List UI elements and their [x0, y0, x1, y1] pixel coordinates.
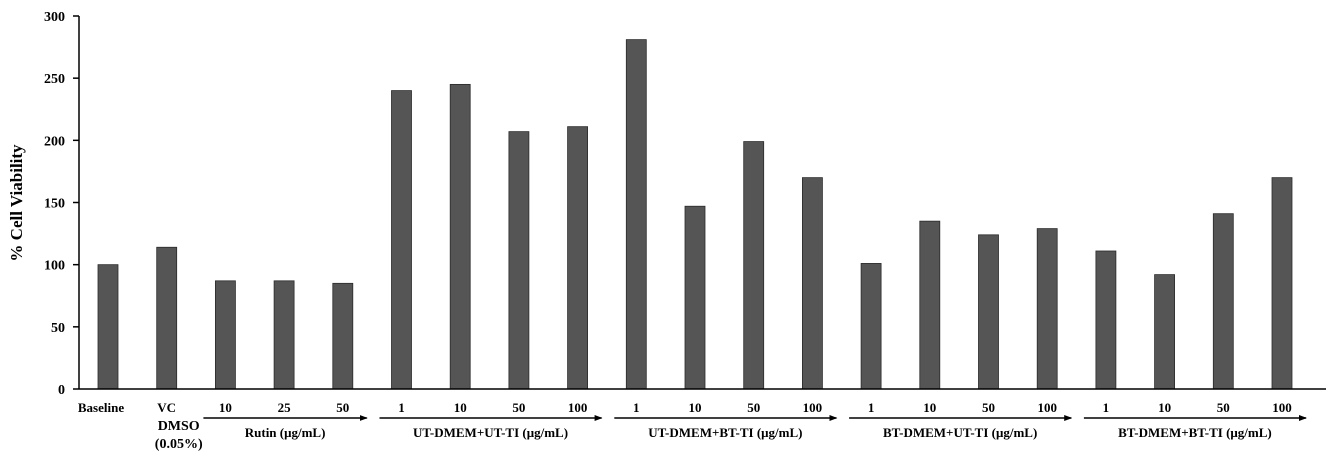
category-labels: Baseline VC 10 25 50 1 10 50 100 1 10 50 100 1 10 50 100… [78, 400, 1292, 452]
y-axis-title: % Cell Viability [7, 144, 26, 262]
x-tick-label: 10 [923, 400, 936, 415]
bar [97, 264, 119, 390]
bar [156, 246, 178, 390]
bars [97, 39, 1293, 390]
x-tick-label: 1 [868, 400, 875, 415]
bar [449, 83, 471, 390]
bar [214, 280, 236, 390]
y-tick-label: 150 [44, 197, 65, 212]
y-tick-label: 200 [44, 134, 65, 149]
bar [860, 263, 882, 390]
x-tick-label: 50 [747, 400, 760, 415]
bar [508, 131, 530, 390]
x-tick-label: 50 [512, 400, 525, 415]
x-tick-label: 25 [278, 400, 292, 415]
vc-sublabel: DMSO [158, 419, 200, 434]
y-tick-label: 250 [44, 72, 65, 87]
bar [743, 141, 765, 390]
bar [567, 126, 588, 390]
x-tick-label: 1 [1103, 400, 1110, 415]
x-tick-label: 10 [454, 400, 467, 415]
bar [802, 177, 823, 390]
x-tick-label: 100 [1272, 400, 1292, 415]
x-tick-label: 50 [336, 400, 349, 415]
group-label: UT-DMEM+UT-TI (μg/mL) [413, 425, 568, 440]
y-tick-label: 100 [44, 259, 65, 274]
x-tick-label: VC [157, 400, 176, 415]
y-tick-label: 50 [51, 321, 65, 336]
bar [1154, 274, 1175, 390]
bar [391, 90, 412, 390]
bar [273, 280, 295, 390]
x-tick-label: 10 [219, 400, 232, 415]
bar [919, 220, 941, 390]
bar [1271, 177, 1293, 390]
bar [1212, 213, 1234, 390]
bar [332, 282, 354, 390]
y-tick-label: 0 [58, 383, 65, 398]
x-tick-label: 1 [398, 400, 405, 415]
group-label: BT-DMEM+UT-TI (μg/mL) [883, 425, 1037, 440]
group-label: UT-DMEM+BT-TI (μg/mL) [648, 425, 802, 440]
x-tick-label: 100 [803, 400, 823, 415]
bar [978, 234, 999, 390]
group-label: Rutin (μg/mL) [245, 425, 326, 440]
x-tick-label: 10 [1158, 400, 1171, 415]
bar [684, 205, 706, 390]
x-tick-label: 50 [982, 400, 995, 415]
x-tick-label: 1 [633, 400, 640, 415]
group-label: BT-DMEM+BT-TI (μg/mL) [1118, 425, 1272, 440]
y-tick-label: 300 [44, 10, 65, 25]
x-tick-label: Baseline [78, 400, 124, 415]
x-tick-label: 10 [689, 400, 702, 415]
vc-sublabel: (0.05%) [155, 437, 203, 452]
bar [1036, 228, 1058, 390]
bar [1095, 250, 1117, 390]
y-axis: 0 50 100 150 200 250 300 [44, 10, 80, 398]
bar [625, 39, 647, 390]
x-tick-label: 100 [1037, 400, 1057, 415]
group-annotations: Rutin (μg/mL) UT-DMEM+UT-TI (μg/mL) UT-DME… [203, 415, 1307, 440]
x-tick-label: 50 [1217, 400, 1230, 415]
x-tick-label: 100 [568, 400, 588, 415]
